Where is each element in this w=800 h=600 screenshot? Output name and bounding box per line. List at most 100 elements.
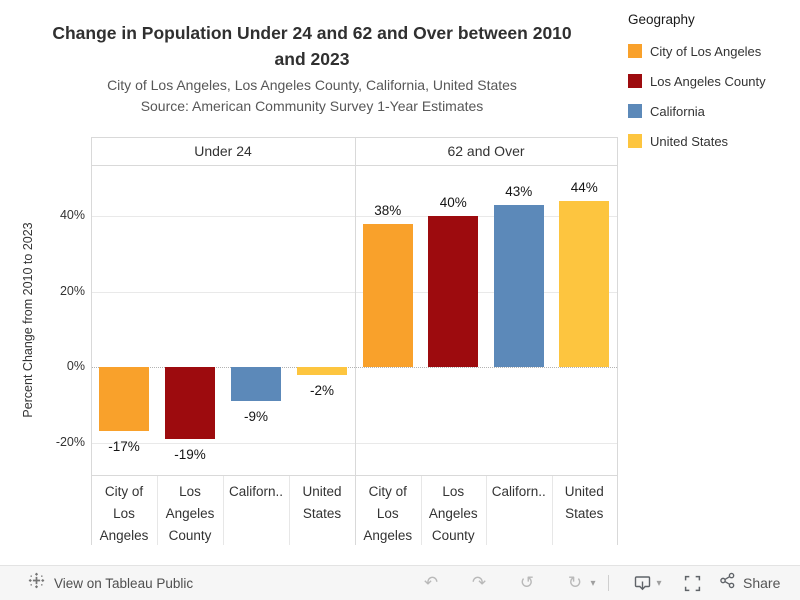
refresh-icon[interactable]: ↻ <box>567 573 583 593</box>
legend-title: Geography <box>628 12 695 27</box>
category-axis-label[interactable]: United States <box>289 481 355 525</box>
category-axis-label-line: City of <box>104 484 144 499</box>
category-axis-label[interactable]: United States <box>552 481 618 525</box>
chart-title-line2: and 2023 <box>274 49 350 69</box>
category-separator <box>289 476 290 545</box>
legend-items: City of Los Angeles Los Angeles County Cal… <box>628 36 796 156</box>
category-separator <box>551 476 553 545</box>
zero-gridline <box>91 367 617 368</box>
bar-value-label: 40% <box>439 195 467 210</box>
legend-swatch <box>628 74 642 88</box>
header-bottom-border <box>91 165 617 166</box>
category-axis-label-line: County <box>168 528 212 543</box>
category-axis-label-line: Los <box>376 506 399 521</box>
category-separator <box>223 476 224 545</box>
gridline <box>91 216 617 217</box>
legend-item-label: City of Los Angeles <box>650 43 762 59</box>
bar[interactable] <box>231 367 281 401</box>
category-axis-label-line: United <box>302 484 342 499</box>
legend-item-label: California <box>650 103 705 119</box>
category-axis-label-line: States <box>302 506 342 521</box>
view-on-tableau-public-label: View on Tableau Public <box>54 575 194 591</box>
category-axis-label-line: Angeles <box>165 506 215 521</box>
category-axis-label[interactable]: City of Los Angeles <box>91 481 157 547</box>
gridline <box>91 442 617 444</box>
bar[interactable] <box>165 367 215 439</box>
bar-value-label: 43% <box>505 183 533 199</box>
fullscreen-icon[interactable] <box>684 575 701 592</box>
refresh-options-caret-icon[interactable]: ▾ <box>590 577 596 589</box>
bar-value-label: -19% <box>174 446 206 462</box>
legend-swatch <box>628 104 642 118</box>
bar[interactable] <box>493 204 544 367</box>
category-axis-label-line: Los <box>442 484 465 499</box>
panel-border <box>91 137 92 545</box>
toolbar-buttons: ↶ ↷ ↺ ↻ ▾ ▾ <box>420 566 780 600</box>
redo-icon[interactable]: ↷ <box>471 573 487 593</box>
category-axis-label-line: Angeles <box>363 528 413 543</box>
chart-subtitle: City of Los Angeles, Los Angeles County,… <box>107 77 517 93</box>
gridline <box>91 291 617 293</box>
category-axis-label-line: Angeles <box>99 528 149 543</box>
panel-header-62-and-over: 62 and Over <box>447 143 525 159</box>
share-icon <box>719 572 736 594</box>
category-axis-label[interactable]: Los Angeles County <box>421 481 487 547</box>
chart-source-note: Source: American Community Survey 1-Year… <box>140 98 484 114</box>
share-button[interactable]: Share <box>719 572 780 594</box>
legend-swatch <box>628 134 642 148</box>
y-axis-tick-label: 20% <box>59 283 85 298</box>
category-axis-label-line: Angeles <box>428 506 478 521</box>
bar-value-label: -9% <box>243 409 268 424</box>
legend: Geography City of Los Angeles Los Angeles… <box>628 12 796 156</box>
legend-item[interactable]: California <box>628 96 796 126</box>
category-axis-label-line: Los <box>113 506 135 521</box>
bar-value-label: -17% <box>108 439 140 455</box>
category-axis-label-line: Californ.. <box>228 484 284 499</box>
bar-value-label: 38% <box>374 202 402 218</box>
bar[interactable] <box>362 223 413 367</box>
category-axis-label-line: Los <box>179 484 201 499</box>
tableau-toolbar: View on Tableau Public ↶ ↷ ↺ ↻ ▾ ▾ <box>0 565 800 600</box>
legend-item[interactable]: United States <box>628 126 796 156</box>
x-axis-line <box>91 475 617 476</box>
category-axis-label[interactable]: City of Los Angeles <box>355 481 421 547</box>
bar-value-label: -2% <box>309 382 334 398</box>
tableau-logo-icon <box>28 572 45 594</box>
bar-value-label: 44% <box>570 179 598 195</box>
category-axis-label[interactable]: Californ.. <box>486 481 552 503</box>
legend-item-label: United States <box>650 133 729 149</box>
bar[interactable] <box>297 367 347 375</box>
chart-title-line1: Change in Population Under 24 and 62 and… <box>52 23 572 43</box>
y-axis-title: Percent Change from 2010 to 2023 <box>21 222 35 418</box>
panel-header-under-24: Under 24 <box>194 143 252 159</box>
toolbar-divider <box>608 575 609 591</box>
category-separator <box>486 476 487 545</box>
chart-title: Change in Population Under 24 and 62 and… <box>4 20 620 72</box>
reset-icon[interactable]: ↺ <box>519 573 535 593</box>
panel-border <box>355 137 356 545</box>
category-axis-label-line: United <box>564 484 604 499</box>
view-on-tableau-public-link[interactable]: View on Tableau Public <box>28 566 193 600</box>
download-icon[interactable] <box>633 575 652 592</box>
bar[interactable] <box>559 200 610 367</box>
header-top-border <box>91 137 617 138</box>
legend-swatch <box>628 44 642 58</box>
category-axis-label[interactable]: Californ.. <box>223 481 289 503</box>
category-axis-label-line: County <box>431 528 475 543</box>
title-block: Change in Population Under 24 and 62 and… <box>4 20 620 117</box>
share-label: Share <box>743 575 781 591</box>
legend-item-label: Los Angeles County <box>650 73 766 89</box>
download-options-caret-icon[interactable]: ▾ <box>656 577 662 589</box>
bar[interactable] <box>99 367 149 432</box>
bar[interactable] <box>428 216 479 367</box>
category-axis-label-line: Californ.. <box>491 484 546 499</box>
panel-border <box>617 137 618 545</box>
legend-item[interactable]: Los Angeles County <box>628 66 796 96</box>
category-axis-label-line: City of <box>368 484 407 499</box>
undo-icon[interactable]: ↶ <box>423 573 439 593</box>
category-axis-label[interactable]: Los Angeles County <box>157 481 223 547</box>
legend-item[interactable]: City of Los Angeles <box>628 36 796 66</box>
category-separator <box>157 476 158 545</box>
category-separator <box>420 476 422 545</box>
